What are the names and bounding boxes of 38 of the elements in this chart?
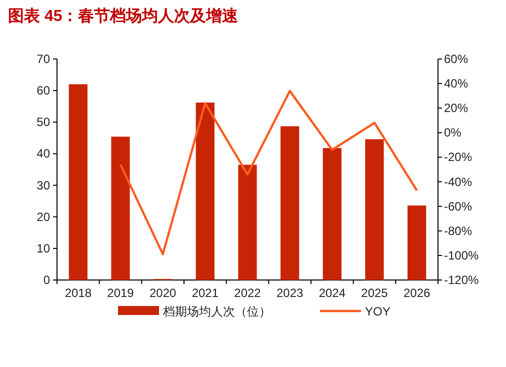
bar xyxy=(238,164,257,280)
y2-tick-label: -40% xyxy=(444,174,472,189)
y2-tick-label: -100% xyxy=(444,248,480,262)
y2-tick-label: -20% xyxy=(444,150,472,164)
x-tick-label: 2018 xyxy=(64,286,92,300)
legend-label: 档期场均人次（位） xyxy=(162,304,271,318)
x-tick-label: 2019 xyxy=(107,286,134,300)
y-tick-label: 30 xyxy=(36,178,50,192)
y-tick-label: 70 xyxy=(36,52,50,66)
y-tick-label: 40 xyxy=(36,146,50,161)
y-tick-label: 0 xyxy=(43,273,50,287)
bar xyxy=(196,102,214,280)
y2-tick-label: 20% xyxy=(444,101,468,116)
y2-tick-label: -80% xyxy=(444,224,472,238)
x-tick-label: 2025 xyxy=(361,286,388,300)
x-tick-label: 2022 xyxy=(234,286,262,300)
legend-label: YOY xyxy=(365,304,390,318)
y-tick-label: 20 xyxy=(36,210,50,224)
bar xyxy=(280,126,300,280)
y2-tick-label: -60% xyxy=(444,199,472,214)
y2-tick-label: -120% xyxy=(444,273,480,287)
x-tick-label: 2021 xyxy=(192,286,219,300)
x-tick-label: 2023 xyxy=(276,286,304,300)
bar xyxy=(68,84,88,280)
y2-tick-label: 0% xyxy=(444,126,462,140)
x-tick-label: 2024 xyxy=(318,286,346,300)
y-tick-label: 50 xyxy=(36,115,50,130)
x-tick-label: 2020 xyxy=(149,286,177,300)
bar xyxy=(111,136,130,280)
x-tick-label: 2026 xyxy=(403,286,431,300)
bar xyxy=(322,148,342,280)
y2-tick-label: 40% xyxy=(444,76,468,91)
bar xyxy=(365,139,384,280)
chart-title: 图表 45：春节档场均人次及增速 xyxy=(8,7,240,25)
bar xyxy=(408,205,426,280)
y2-tick-label: 60% xyxy=(444,52,468,66)
y-tick-label: 60 xyxy=(36,84,50,98)
y-tick-label: 10 xyxy=(36,241,50,256)
